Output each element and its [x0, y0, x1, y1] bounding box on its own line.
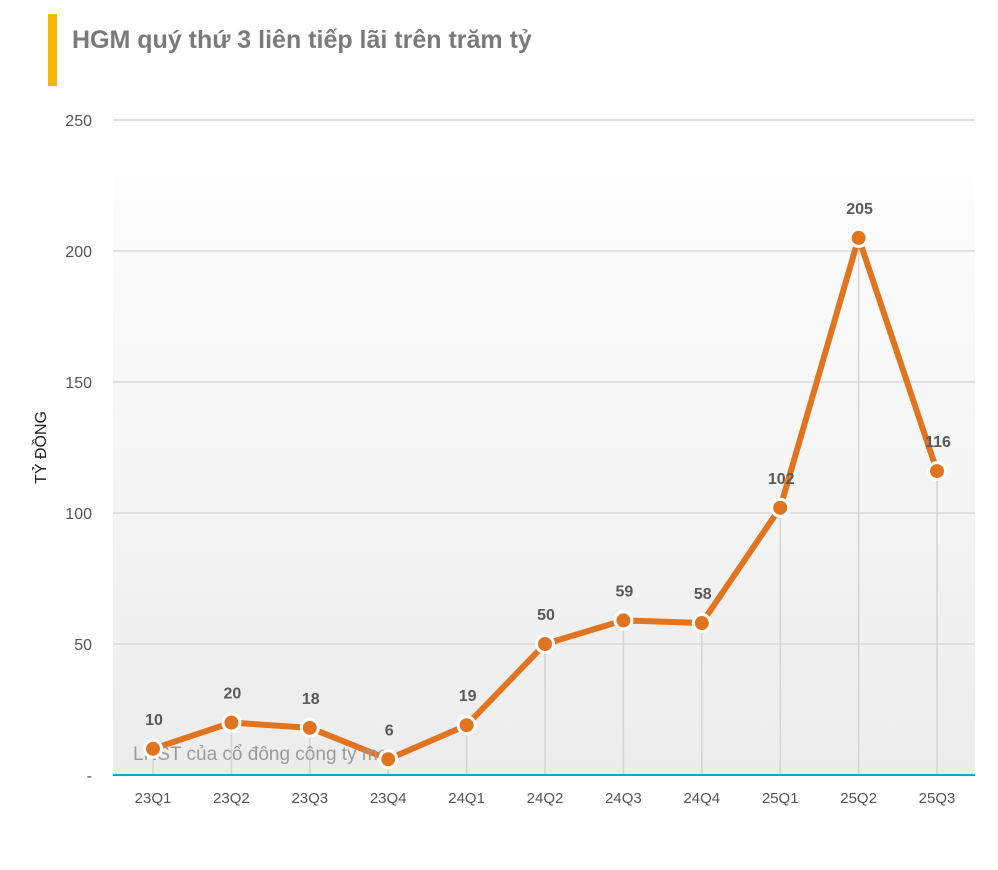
data-point [691, 613, 712, 634]
x-tick-label: 24Q2 [527, 790, 564, 807]
x-tick-label: 25Q2 [840, 790, 877, 807]
data-point [221, 712, 242, 733]
data-label: 116 [925, 434, 951, 451]
data-label: 6 [385, 722, 394, 739]
y-axis-label: TỶ ĐỒNG [31, 411, 50, 484]
data-point [927, 461, 947, 482]
data-point [299, 717, 320, 738]
x-tick-label: 24Q1 [448, 790, 485, 807]
data-label: 20 [224, 686, 242, 703]
data-labels: 10 20 18 6 19 50 59 58 102 205 116 [145, 201, 951, 739]
data-point [143, 738, 163, 759]
data-point [770, 497, 791, 518]
data-point [378, 749, 399, 770]
y-tick-label: 250 [65, 113, 92, 130]
data-point [456, 715, 477, 736]
data-label: 205 [846, 201, 873, 218]
y-tick-label: 50 [74, 637, 92, 654]
data-point [848, 227, 869, 248]
data-point [613, 610, 634, 631]
data-point [535, 634, 555, 654]
y-tick-label: 150 [65, 375, 92, 392]
y-tick-label: - [87, 768, 92, 785]
data-label: 102 [768, 471, 795, 488]
series-label: LNST của cổ đông công ty mẹ [133, 744, 388, 765]
x-tick-label: 23Q2 [213, 790, 250, 807]
data-label: 19 [459, 688, 477, 705]
data-label: 58 [694, 586, 712, 603]
x-tick-label: 24Q4 [683, 790, 720, 807]
x-tick-label: 25Q3 [919, 790, 956, 807]
x-tick-label: 23Q1 [135, 790, 172, 807]
data-label: 59 [616, 583, 634, 600]
plot-background [113, 120, 975, 775]
chart-title: HGM quý thứ 3 liên tiếp lãi trên trăm tỷ [72, 26, 532, 54]
x-tick-label: 23Q3 [291, 790, 328, 807]
x-tick-label: 25Q1 [762, 790, 799, 807]
title-accent-bar [48, 14, 57, 86]
y-tick-label: 100 [65, 506, 92, 523]
data-label: 10 [145, 712, 163, 729]
x-tick-label: 24Q3 [605, 790, 642, 807]
y-axis: - 50 100 150 200 250 [65, 113, 92, 785]
x-axis: 23Q1 23Q2 23Q3 23Q4 24Q1 24Q2 24Q3 24Q4 25Q1 25Q2… [135, 790, 956, 807]
y-tick-label: 200 [65, 244, 92, 261]
data-label: 50 [537, 607, 555, 624]
data-label: 18 [302, 691, 320, 708]
x-tick-label: 23Q4 [370, 790, 407, 807]
data-points [143, 227, 947, 770]
